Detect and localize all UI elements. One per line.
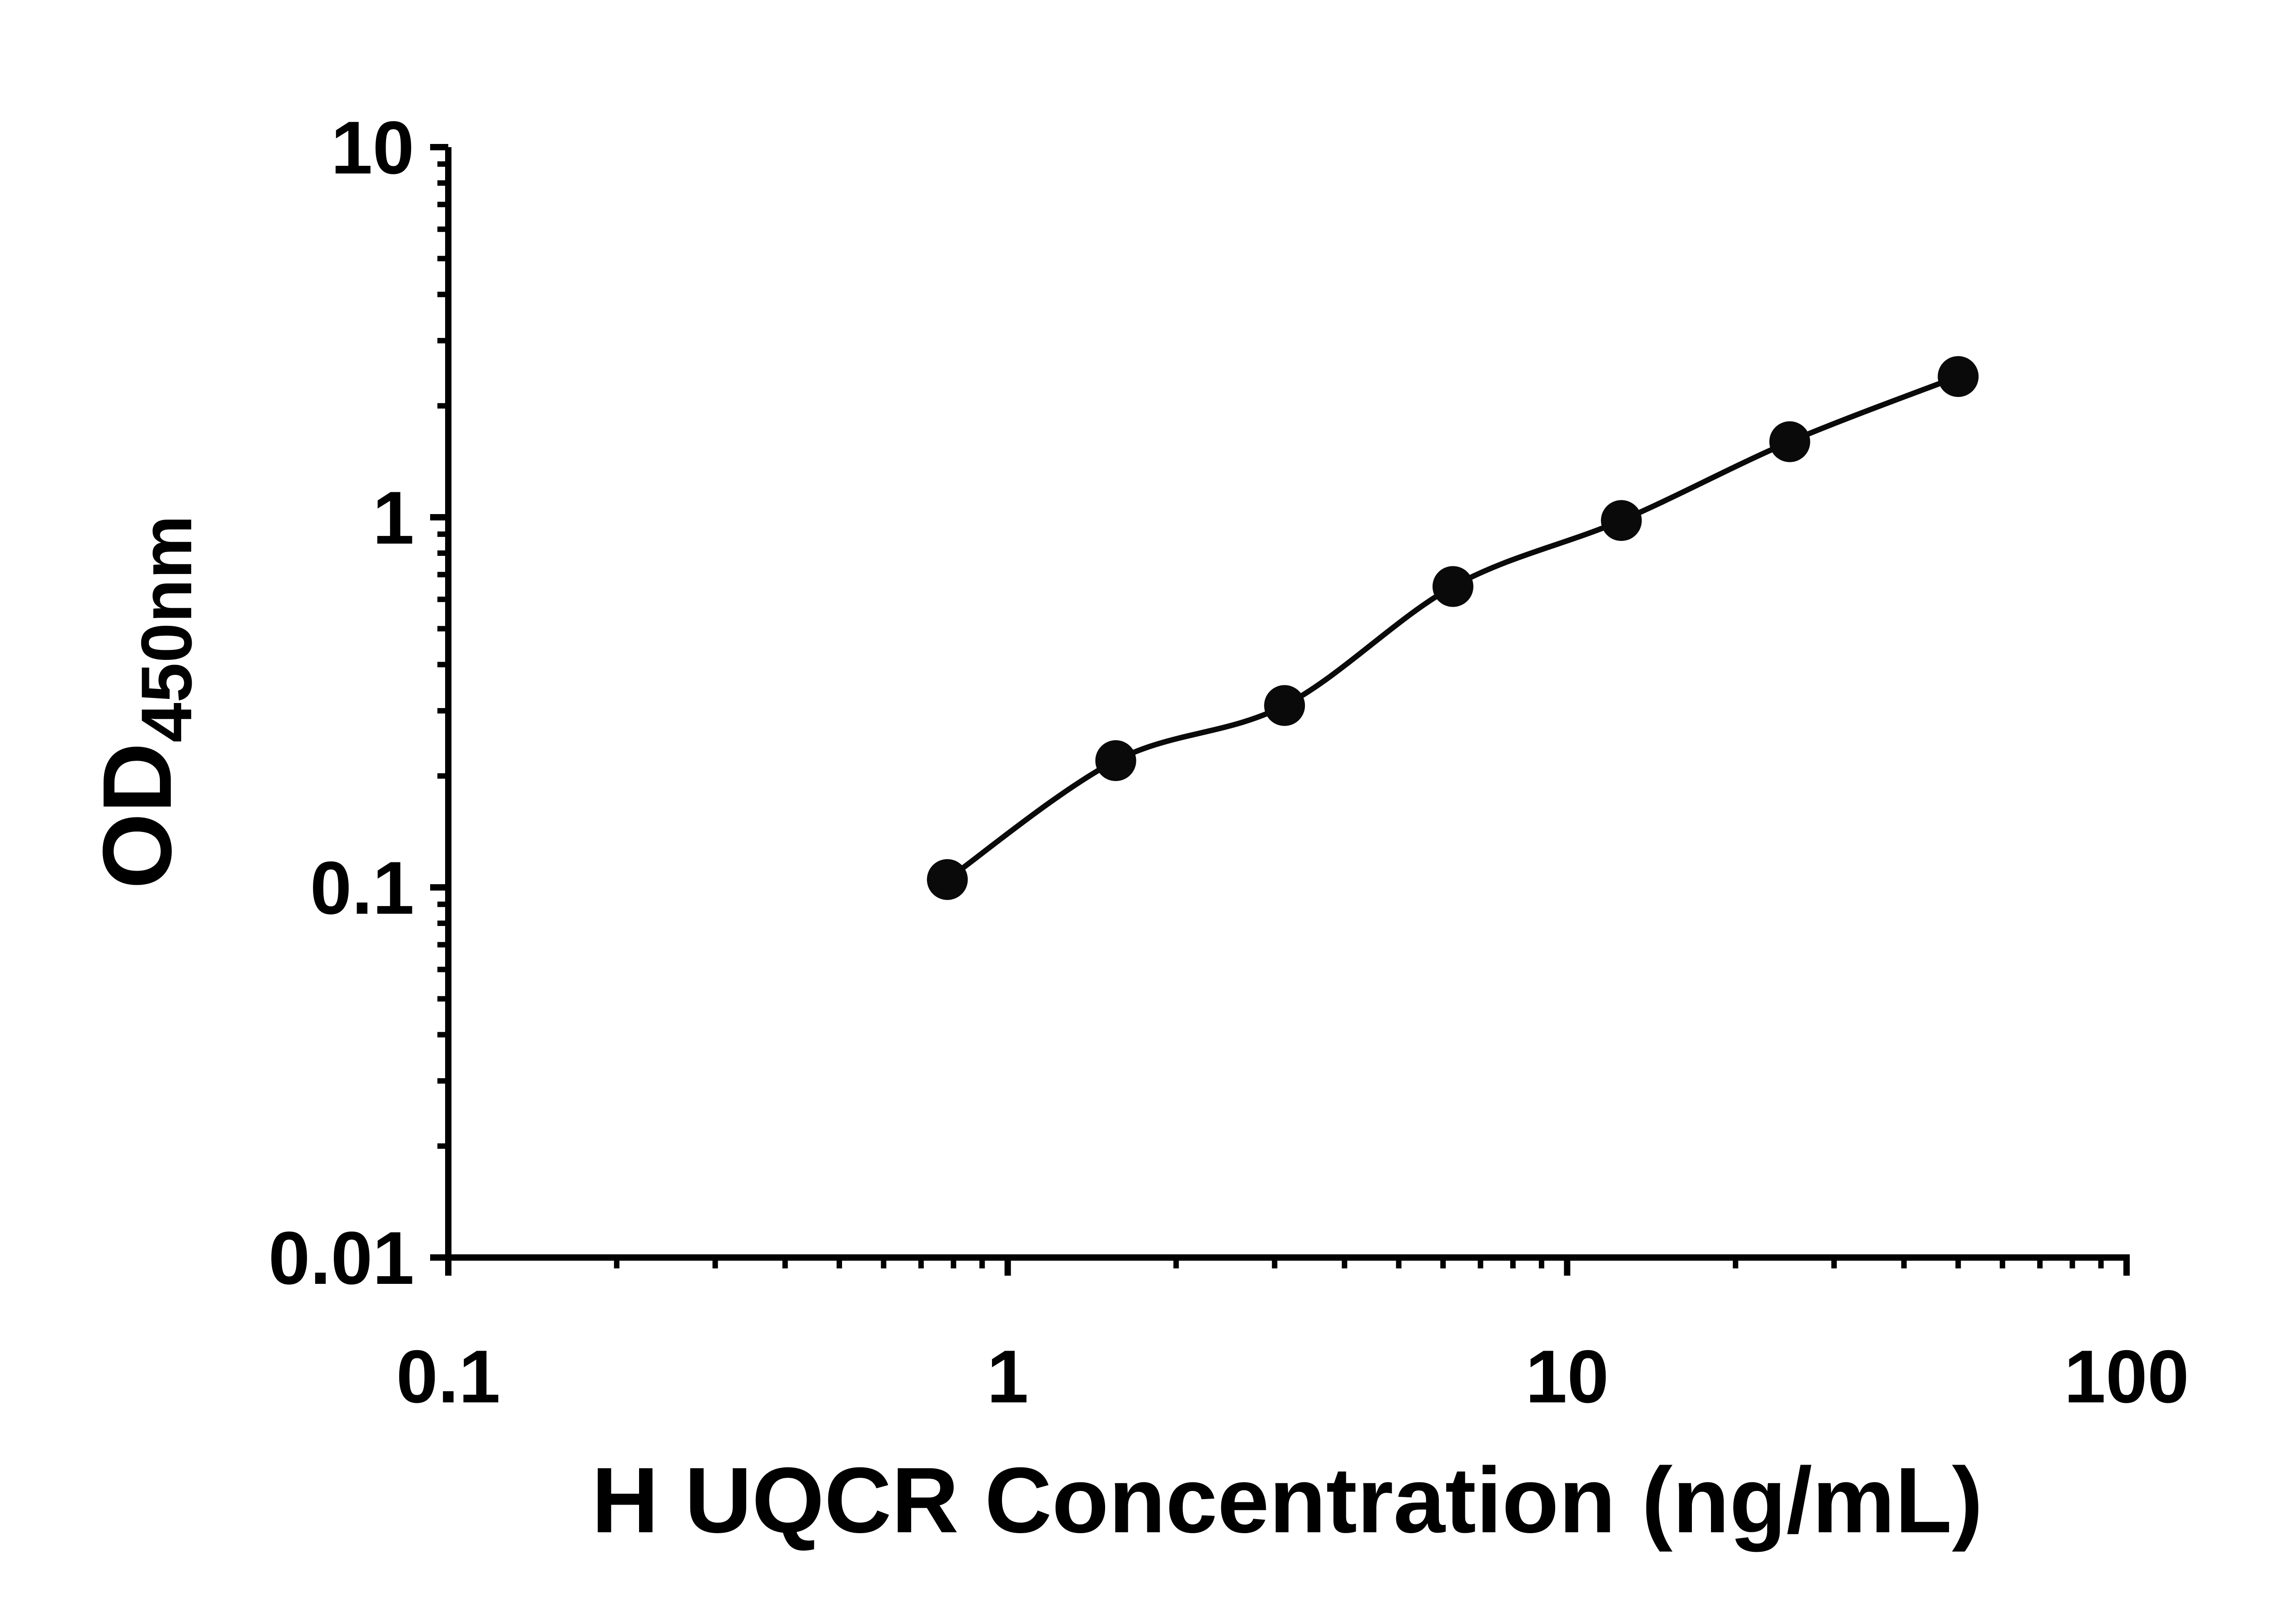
x-tick-label: 10 [1526, 1335, 1609, 1418]
data-point-marker [1264, 685, 1305, 726]
y-axis-title-subscript: 450nm [127, 515, 207, 743]
data-point-marker [927, 859, 968, 900]
y-tick-label: 1 [372, 476, 414, 559]
x-tick-label: 0.1 [396, 1335, 500, 1418]
y-axis-title: OD450nm [81, 515, 208, 889]
x-tick-label: 1 [987, 1335, 1029, 1418]
data-point-marker [1938, 356, 1979, 397]
y-tick-label: 0.01 [268, 1216, 414, 1300]
x-tick-label: 100 [2064, 1335, 2189, 1418]
data-point-marker [1095, 740, 1136, 781]
y-tick-label: 10 [331, 106, 414, 189]
data-point-marker [1432, 566, 1473, 607]
x-axis-title: H UQCR Concentration (ng/mL) [591, 1448, 1983, 1552]
data-point-marker [1769, 421, 1810, 462]
data-point-marker [1601, 500, 1642, 541]
y-axis-title-main: OD [82, 743, 192, 889]
y-tick-label: 0.1 [310, 846, 414, 930]
